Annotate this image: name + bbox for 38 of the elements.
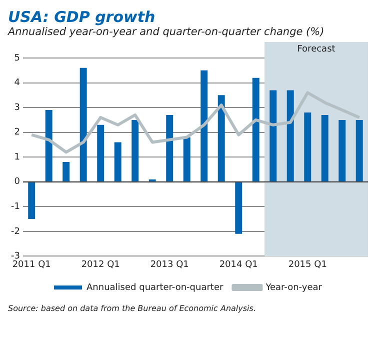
bar [356,120,363,182]
x-tick-label: 2012 Q1 [81,260,120,270]
x-tick-label: 2014 Q1 [219,260,258,270]
bar [132,120,139,182]
bar [235,182,242,234]
bar [62,162,70,182]
bar [166,114,174,182]
bar [28,182,36,220]
bar [304,112,312,182]
legend-label: Year-on-year [264,282,322,293]
source-note: Source: based on data from the Bureau of Economic Analysis. [8,304,257,313]
bar [200,70,208,182]
x-tick-label: 2015 Q1 [288,260,327,270]
y-tick-label: 5 [14,53,20,64]
y-tick-label: 3 [14,102,20,113]
bar [80,68,87,182]
x-tick-label: 2013 Q1 [150,260,189,270]
bar [114,142,122,182]
bar [218,95,225,182]
chart-subtitle: Annualised year-on-year and quarter-on-quarter change (%) [8,26,326,38]
x-tick-label: 2011 Q1 [12,260,51,270]
legend-label: Annualised quarter-on-quarter [86,282,224,293]
y-tick-label: 2 [14,128,20,138]
bar [286,90,294,182]
y-tick-label: 0 [14,177,20,188]
y-tick-label: -1 [10,202,20,212]
bar [321,114,328,182]
bar [252,78,260,182]
text: Forecast [297,44,336,54]
bar [45,110,52,182]
y-tick-label: -2 [10,226,20,237]
bar [338,120,346,182]
bar [183,137,190,182]
bar [97,124,104,182]
y-tick-label: 1 [14,152,20,162]
chart-title: USA: GDP growth [8,8,156,26]
bar [270,90,277,182]
y-tick-label: 4 [14,78,20,88]
